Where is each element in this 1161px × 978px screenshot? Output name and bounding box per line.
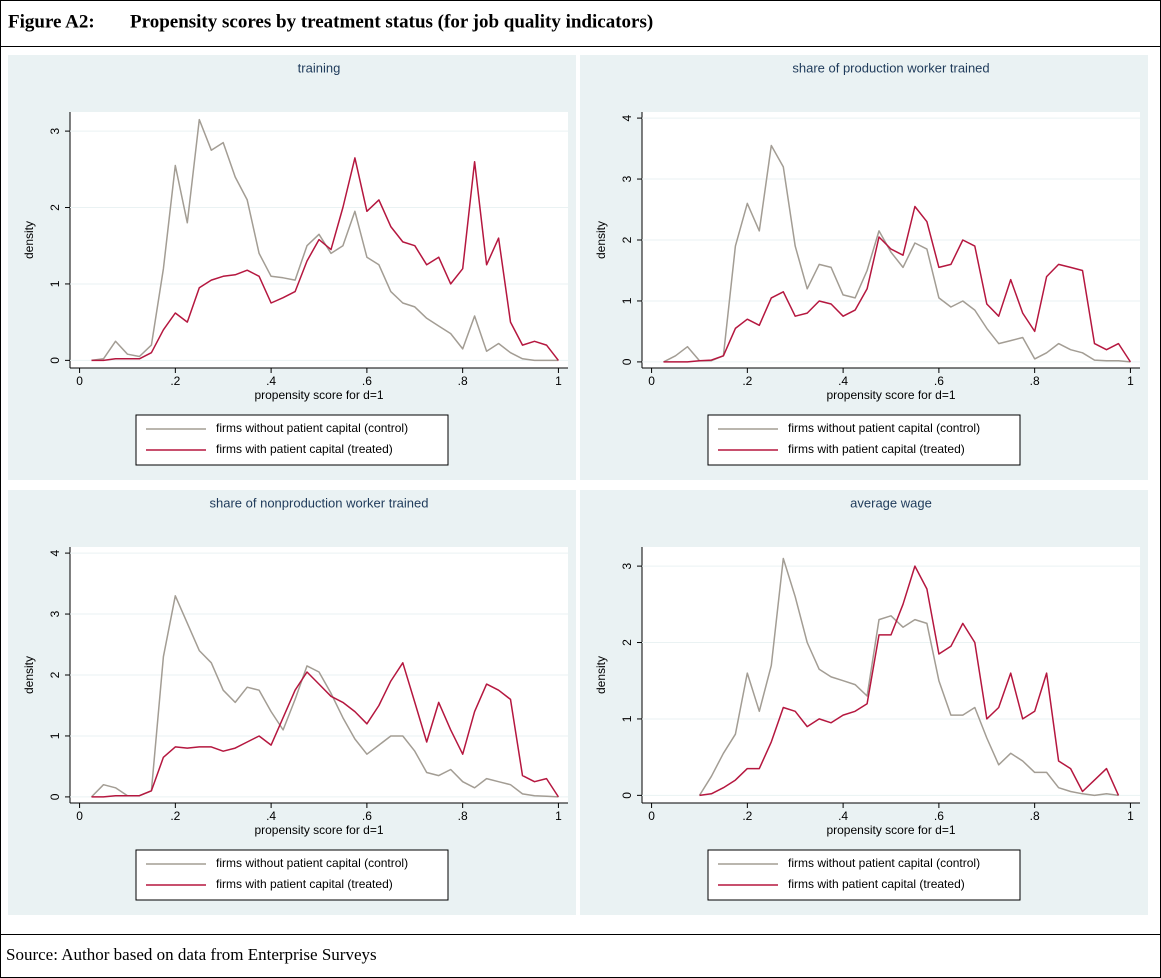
y-tick-label: 4 bbox=[48, 549, 62, 556]
x-tick-label: .4 bbox=[266, 809, 276, 823]
x-tick-label: .6 bbox=[362, 809, 372, 823]
x-tick-label: 0 bbox=[648, 374, 655, 388]
x-tick-label: .2 bbox=[742, 374, 752, 388]
y-tick-label: 1 bbox=[620, 297, 634, 304]
y-tick-label: 1 bbox=[620, 715, 634, 722]
x-tick-label: .2 bbox=[170, 374, 180, 388]
y-axis-label: density bbox=[22, 656, 36, 694]
y-tick-label: 0 bbox=[48, 357, 62, 364]
x-tick-label: .2 bbox=[170, 809, 180, 823]
x-tick-label: 1 bbox=[1127, 374, 1134, 388]
density-line bbox=[663, 144, 1131, 363]
chart-title: training bbox=[298, 60, 341, 75]
x-axis-label: propensity score for d=1 bbox=[254, 823, 383, 837]
y-tick-label: 2 bbox=[48, 204, 62, 211]
density-line bbox=[91, 662, 560, 798]
x-tick-label: .8 bbox=[1030, 374, 1040, 388]
density-line bbox=[663, 205, 1132, 363]
x-tick-label: 0 bbox=[76, 809, 83, 823]
x-tick-label: .8 bbox=[458, 809, 468, 823]
x-tick-label: .2 bbox=[742, 809, 752, 823]
figure-label: Figure A2: bbox=[8, 11, 95, 32]
x-tick-label: .4 bbox=[838, 809, 848, 823]
legend-label: firms with patient capital (treated) bbox=[216, 877, 393, 891]
x-tick-label: 0 bbox=[648, 809, 655, 823]
y-axis-label: density bbox=[22, 221, 36, 259]
x-tick-label: .6 bbox=[934, 809, 944, 823]
y-tick-label: 4 bbox=[620, 114, 634, 121]
y-tick-label: 2 bbox=[620, 236, 634, 243]
y-axis-label: density bbox=[594, 656, 608, 694]
legend-label: firms with patient capital (treated) bbox=[216, 442, 393, 456]
legend-label: firms with patient capital (treated) bbox=[788, 442, 965, 456]
y-tick-label: 2 bbox=[620, 639, 634, 646]
x-tick-label: 1 bbox=[555, 809, 562, 823]
legend-box bbox=[135, 414, 449, 466]
legend-label: firms without patient capital (control) bbox=[216, 421, 408, 435]
y-tick-label: 1 bbox=[48, 732, 62, 739]
x-tick-label: .4 bbox=[266, 374, 276, 388]
x-axis-label: propensity score for d=1 bbox=[826, 823, 955, 837]
figure-title: Propensity scores by treatment status (f… bbox=[130, 11, 653, 32]
y-tick-label: 1 bbox=[48, 280, 62, 287]
legend-box bbox=[707, 414, 1021, 466]
y-tick-label: 3 bbox=[48, 610, 62, 617]
legend-label: firms with patient capital (treated) bbox=[788, 877, 965, 891]
legend-label: firms without patient capital (control) bbox=[788, 856, 980, 870]
x-tick-label: 1 bbox=[555, 374, 562, 388]
y-tick-label: 3 bbox=[48, 127, 62, 134]
x-tick-label: 1 bbox=[1127, 809, 1134, 823]
y-tick-label: 3 bbox=[620, 175, 634, 182]
source-note: Source: Author based on data from Enterp… bbox=[6, 945, 377, 964]
y-tick-label: 0 bbox=[620, 792, 634, 799]
x-tick-label: .4 bbox=[838, 374, 848, 388]
y-tick-label: 3 bbox=[620, 562, 634, 569]
y-tick-label: 0 bbox=[620, 358, 634, 365]
y-tick-label: 0 bbox=[48, 793, 62, 800]
legend-box bbox=[135, 849, 449, 901]
chart-title: share of production worker trained bbox=[792, 60, 989, 75]
x-axis-label: propensity score for d=1 bbox=[826, 388, 955, 402]
density-line bbox=[698, 557, 1119, 797]
density-line bbox=[90, 595, 559, 798]
y-axis-label: density bbox=[594, 221, 608, 259]
density-line bbox=[699, 565, 1120, 797]
legend-label: firms without patient capital (control) bbox=[788, 421, 980, 435]
chart-title: average wage bbox=[850, 495, 932, 510]
legend-box bbox=[707, 849, 1021, 901]
x-tick-label: .8 bbox=[1030, 809, 1040, 823]
density-line bbox=[91, 157, 559, 362]
x-tick-label: 0 bbox=[76, 374, 83, 388]
x-tick-label: .8 bbox=[458, 374, 468, 388]
legend-label: firms without patient capital (control) bbox=[216, 856, 408, 870]
x-tick-label: .6 bbox=[362, 374, 372, 388]
y-tick-label: 2 bbox=[48, 671, 62, 678]
plot-area bbox=[642, 547, 1140, 803]
x-axis-label: propensity score for d=1 bbox=[254, 388, 383, 402]
x-tick-label: .6 bbox=[934, 374, 944, 388]
chart-title: share of nonproduction worker trained bbox=[210, 495, 429, 510]
